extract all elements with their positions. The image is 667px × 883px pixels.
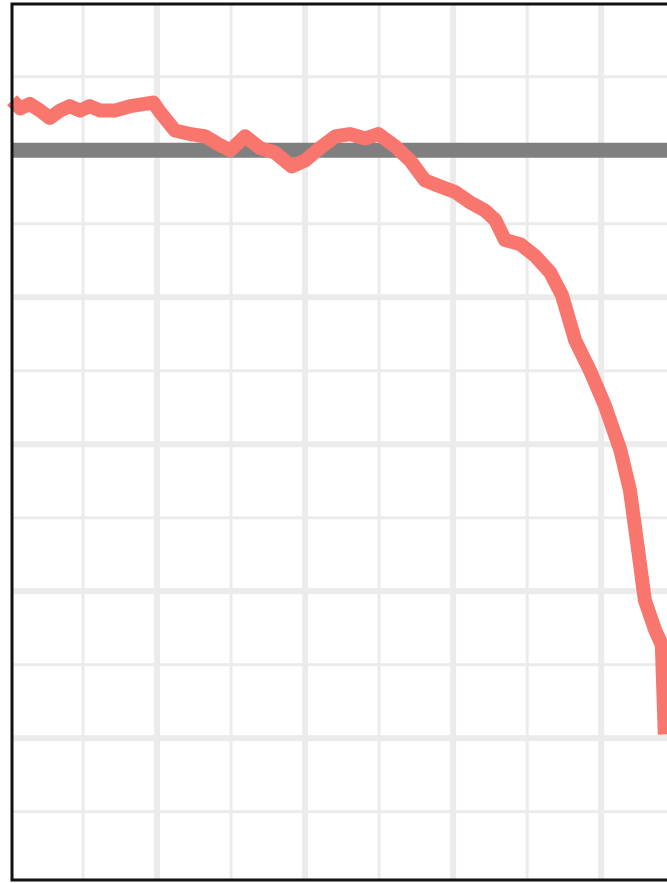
plot-border [10,2,667,882]
data-line [7,95,667,735]
